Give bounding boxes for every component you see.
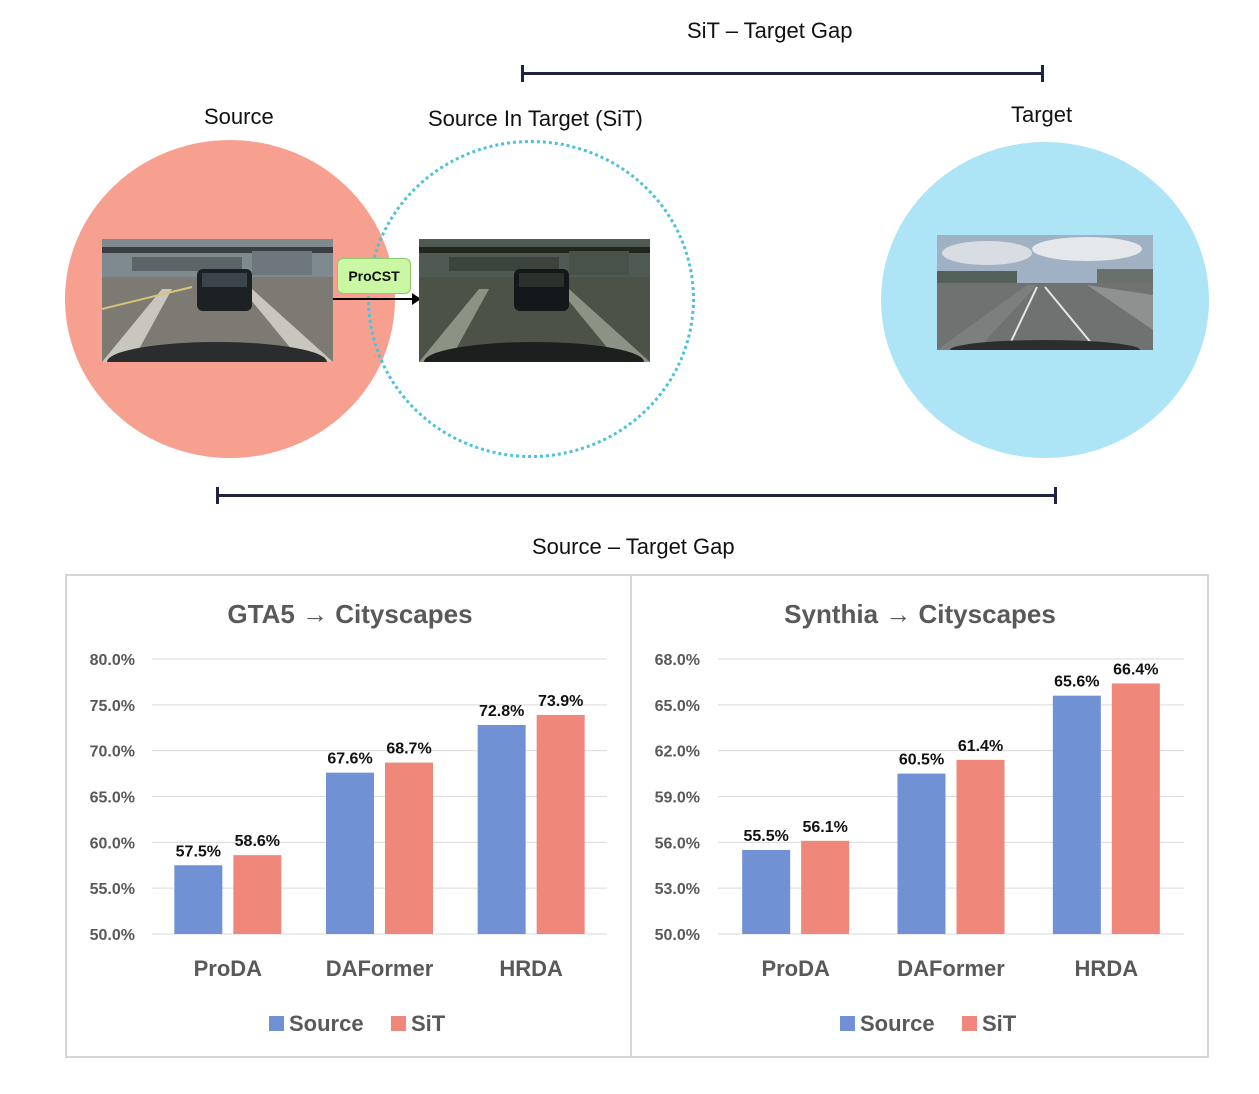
chart-panel-gta5: GTA5 → Cityscapes 50.0% 55.0% 60.0% 65.0% 70.… <box>65 574 632 1058</box>
chart-synthia-cityscapes: Synthia → Cityscapes 50.0% 53.0% 56.0% 59.0%… <box>655 599 1184 1036</box>
chart-gta5-cityscapes: GTA5 → Cityscapes 50.0% 55.0% 60.0% 65.0% 70.… <box>90 599 607 1036</box>
bar-sit-daformer <box>956 759 1005 934</box>
sit-target-gap-label: SiT – Target Gap <box>687 18 853 43</box>
y-tick-label: 50.0% <box>655 927 700 944</box>
y-tick-label: 65.0% <box>90 790 135 807</box>
bar-source-hrda <box>477 725 526 934</box>
legend-swatch-sit <box>391 1016 406 1031</box>
data-label: 58.6% <box>235 833 280 850</box>
data-label: 57.5% <box>176 843 221 860</box>
data-label: 72.8% <box>479 703 524 720</box>
y-tick-label: 80.0% <box>90 652 135 669</box>
x-category-label: HRDA <box>499 956 563 981</box>
bar-sit-hrda <box>536 714 585 934</box>
bar-sit-hrda <box>1111 683 1160 934</box>
y-tick-label: 62.0% <box>655 744 700 761</box>
bar-sit-proda <box>801 840 850 934</box>
y-tick-label: 55.0% <box>90 881 135 898</box>
legend-swatch-source <box>269 1016 284 1031</box>
data-label: 68.7% <box>386 741 431 758</box>
y-tick-label: 60.0% <box>90 835 135 852</box>
x-category-label: ProDA <box>761 956 830 981</box>
x-category-label: DAFormer <box>897 956 1005 981</box>
data-label: 67.6% <box>327 751 372 768</box>
bar-sit-proda <box>233 855 282 934</box>
legend-label-source: Source <box>860 1011 935 1036</box>
target-label: Target <box>1011 102 1073 127</box>
y-tick-label: 65.0% <box>655 698 700 715</box>
x-category-label: ProDA <box>194 956 263 981</box>
source-target-gap-bracket <box>216 487 1057 504</box>
data-label: 65.6% <box>1054 674 1099 691</box>
legend-swatch-sit <box>962 1016 977 1031</box>
legend-label-sit: SiT <box>982 1011 1017 1036</box>
y-tick-label: 59.0% <box>655 790 700 807</box>
bar-source-proda <box>174 865 223 934</box>
y-tick-label: 53.0% <box>655 881 700 898</box>
sit-street-image <box>419 239 650 362</box>
legend-label-sit: SiT <box>411 1011 446 1036</box>
procst-box: ProCST <box>337 258 411 294</box>
source-target-gap-label: Source – Target Gap <box>532 534 735 559</box>
legend-label-source: Source <box>289 1011 364 1036</box>
x-category-label: HRDA <box>1075 956 1139 981</box>
source-label: Source <box>204 104 274 129</box>
data-label: 66.4% <box>1113 661 1158 678</box>
chart-panel-synthia: Synthia → Cityscapes 50.0% 53.0% 56.0% 59.0%… <box>630 574 1209 1058</box>
data-label: 55.5% <box>743 828 788 845</box>
sit-label: Source In Target (SiT) <box>428 106 643 131</box>
bar-source-hrda <box>1052 695 1101 934</box>
source-street-image <box>102 239 333 362</box>
y-tick-label: 75.0% <box>90 698 135 715</box>
bar-source-daformer <box>897 773 946 934</box>
chart-title: Synthia → Cityscapes <box>784 599 1056 629</box>
y-tick-label: 50.0% <box>90 927 135 944</box>
bar-sit-daformer <box>385 762 433 934</box>
y-tick-label: 70.0% <box>90 744 135 761</box>
data-label: 60.5% <box>899 752 944 769</box>
chart-title: GTA5 → Cityscapes <box>227 599 472 629</box>
data-label: 73.9% <box>538 693 583 710</box>
bar-source-daformer <box>326 772 374 934</box>
procst-arrow <box>333 293 421 305</box>
legend-swatch-source <box>840 1016 855 1031</box>
data-label: 56.1% <box>802 819 847 836</box>
data-label: 61.4% <box>958 738 1003 755</box>
sit-target-gap-bracket <box>521 65 1044 82</box>
x-category-label: DAFormer <box>326 956 434 981</box>
target-street-image <box>937 235 1153 350</box>
y-tick-label: 56.0% <box>655 835 700 852</box>
y-tick-label: 68.0% <box>655 652 700 669</box>
bar-source-proda <box>742 849 791 934</box>
